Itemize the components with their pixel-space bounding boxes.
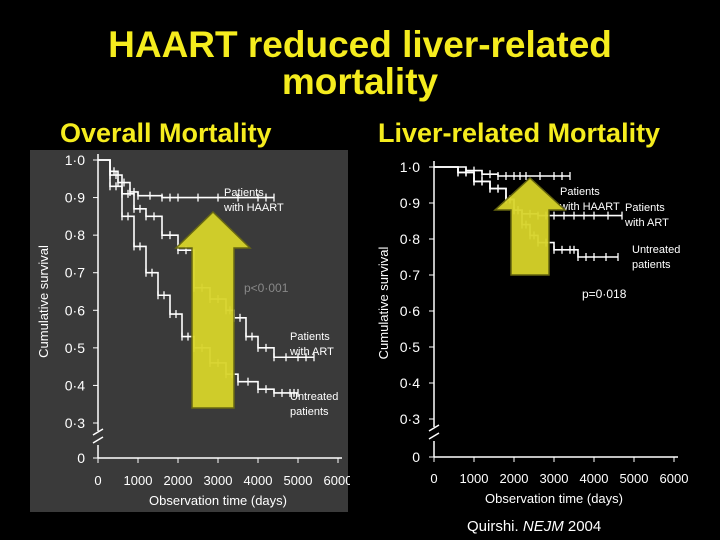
liver-mortality-heading: Liver-related Mortality [378, 118, 661, 148]
overall-panel-bg [30, 150, 348, 512]
liver-y-axis-title: Cumulative survival [376, 247, 391, 360]
slide-title-line-1: HAART reduced liver-related [108, 24, 612, 65]
overall-improvement-arrow [174, 210, 252, 409]
liver-y-tick-label: 0·8 [400, 231, 420, 247]
overall-y-tick-label: 0·9 [65, 190, 85, 206]
overall-y-tick-label: 0·6 [65, 302, 85, 318]
liver-series-label-2-line-1: Untreated [632, 244, 680, 256]
citation-year: 2004 [567, 518, 602, 535]
overall-axis-break [92, 428, 104, 444]
overall-y-tick-label: 0 [77, 450, 85, 466]
liver-x-tick-label: 5000 [620, 471, 649, 486]
liver-x-tick-label: 4000 [580, 471, 609, 486]
overall-x-tick-label: 6000 [324, 473, 350, 488]
liver-x-tick-label: 1000 [460, 471, 489, 486]
liver-y-tick-label: 0·6 [400, 303, 420, 319]
overall-series-label-0-line-1: Patients [224, 187, 264, 199]
overall-series-label-0-line-2: with HAART [223, 202, 284, 214]
liver-p-value: p=0·018 [582, 287, 627, 301]
liver-series-label-1-line-2: with ART [624, 217, 669, 229]
overall-y-tick-label: 0·5 [65, 340, 85, 356]
overall-series-label-1-line-1: Patients [290, 331, 330, 343]
liver-x-tick-label: 0 [430, 471, 437, 486]
overall-series-label-2-line-1: Untreated [290, 391, 338, 403]
liver-x-tick-label: 2000 [500, 471, 529, 486]
liver-series-label-1-line-1: Patients [625, 202, 665, 214]
overall-p-value: p<0·001 [244, 281, 289, 295]
overall-x-axis-title: Observation time (days) [149, 493, 287, 508]
liver-y-tick-label: 1·0 [400, 159, 420, 175]
liver-y-tick-label: 0 [412, 449, 420, 465]
liver-x-tick-label: 3000 [540, 471, 569, 486]
liver-series-line-0 [434, 166, 570, 177]
slide-title: HAART reduced liver-related mortality [0, 26, 720, 100]
liver-y-tick-label: 0·7 [400, 267, 420, 283]
overall-y-tick-label: 1·0 [65, 152, 85, 168]
citation-author: Quirshi. [467, 518, 519, 535]
overall-y-axis-title: Cumulative survival [36, 245, 51, 358]
overall-y-tick-label: 0·3 [65, 415, 85, 431]
overall-series-label-2-line-2: patients [290, 406, 329, 418]
liver-y-tick-label: 0·4 [400, 375, 420, 391]
overall-x-tick-label: 1000 [124, 473, 153, 488]
liver-mortality-chart: 0 0·3 0·4 0·5 0·6 0·7 0·8 0·9 1·0 0 1000 2000 3000 40… [376, 159, 689, 506]
overall-x-tick-label: 0 [94, 473, 101, 488]
liver-series-label-2-line-2: patients [632, 259, 671, 271]
liver-improvement-arrow [493, 176, 567, 276]
overall-y-tick-label: 0·4 [65, 377, 85, 393]
overall-mortality-chart: 0 0·3 0·4 0·5 0·6 0·7 0·8 0·9 1·0 0 1000 2000 3000 40… [30, 150, 350, 512]
liver-x-axis-title: Observation time (days) [485, 491, 623, 506]
overall-x-tick-label: 4000 [244, 473, 273, 488]
liver-series-label-0-line-1: Patients [560, 186, 600, 198]
liver-y-tick-label: 0·5 [400, 339, 420, 355]
overall-y-tick-label: 0·7 [65, 265, 85, 281]
overall-mortality-heading: Overall Mortality [60, 118, 272, 148]
citation-journal: NEJM [522, 518, 564, 535]
slide-title-line-2: mortality [281, 61, 439, 102]
overall-y-tick-label: 0·8 [65, 227, 85, 243]
liver-axis-break [428, 424, 440, 440]
liver-series-label-0-line-2: with HAART [559, 201, 620, 213]
overall-x-tick-label: 5000 [284, 473, 313, 488]
overall-x-tick-label: 2000 [164, 473, 193, 488]
liver-x-tick-label: 6000 [660, 471, 689, 486]
liver-y-tick-label: 0·9 [400, 195, 420, 211]
citation: Quirshi. NEJM 2004 [467, 518, 601, 535]
liver-y-tick-label: 0·3 [400, 411, 420, 427]
overall-x-tick-label: 3000 [204, 473, 233, 488]
overall-series-label-1-line-2: with ART [289, 346, 334, 358]
